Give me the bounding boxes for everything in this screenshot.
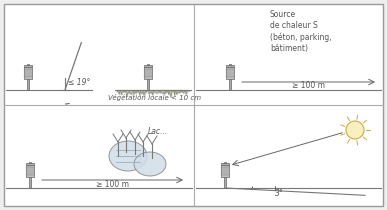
Text: ≥ 100 m: ≥ 100 m: [96, 180, 129, 189]
Bar: [27, 79, 29, 90]
Bar: [24, 67, 32, 79]
Circle shape: [346, 121, 364, 139]
Bar: [29, 177, 31, 188]
Bar: [221, 165, 229, 177]
Text: ≤ 19°: ≤ 19°: [68, 78, 91, 87]
Bar: [147, 64, 149, 65]
Ellipse shape: [134, 152, 166, 176]
Bar: [24, 65, 32, 67]
Bar: [26, 165, 34, 177]
Text: Lac...: Lac...: [148, 127, 168, 136]
Bar: [221, 163, 229, 165]
Text: 3°: 3°: [275, 189, 284, 198]
Text: ≥ 100 m: ≥ 100 m: [292, 81, 325, 90]
Bar: [229, 79, 231, 90]
Ellipse shape: [109, 141, 147, 171]
Bar: [144, 67, 152, 79]
Bar: [147, 79, 149, 90]
Bar: [27, 64, 29, 65]
Bar: [224, 177, 226, 188]
Bar: [226, 65, 234, 67]
Bar: [29, 162, 31, 163]
Text: Végétation locale < 10 cm: Végétation locale < 10 cm: [108, 94, 201, 101]
Bar: [26, 163, 34, 165]
Bar: [226, 67, 234, 79]
Bar: [144, 65, 152, 67]
Bar: [229, 64, 231, 65]
Bar: [224, 162, 226, 163]
Text: Source
de chaleur S
(béton, parking,
bâtiment): Source de chaleur S (béton, parking, bât…: [270, 10, 332, 53]
